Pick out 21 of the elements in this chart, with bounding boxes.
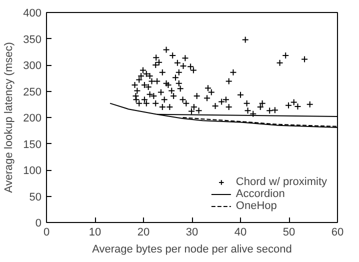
y-tick-label: 0 <box>35 218 42 230</box>
y-tick-label: 350 <box>23 34 42 46</box>
x-tick-label: 60 <box>331 226 344 238</box>
legend-label: OneHop <box>236 200 277 212</box>
legend-label: Accordion <box>236 188 285 200</box>
x-axis-title: Average bytes per node per alive second <box>92 244 292 256</box>
x-tick-label: 0 <box>43 226 50 238</box>
y-tick-label: 300 <box>23 60 42 72</box>
x-tick-label: 10 <box>88 226 102 238</box>
y-tick-label: 250 <box>23 86 42 98</box>
y-tick-label: 200 <box>23 112 42 124</box>
y-tick-label: 400 <box>23 8 42 20</box>
legend-label: Chord w/ proximity <box>236 176 327 188</box>
y-tick-label: 100 <box>23 165 42 177</box>
x-tick-label: 40 <box>234 226 247 238</box>
y-tick-label: 50 <box>29 191 42 204</box>
x-tick-label: 50 <box>282 226 296 238</box>
y-tick-label: 150 <box>23 138 42 151</box>
y-axis-title: Average lookup latency (msec) <box>3 42 16 193</box>
x-tick-label: 20 <box>137 226 150 238</box>
x-tick-label: 30 <box>186 226 198 238</box>
